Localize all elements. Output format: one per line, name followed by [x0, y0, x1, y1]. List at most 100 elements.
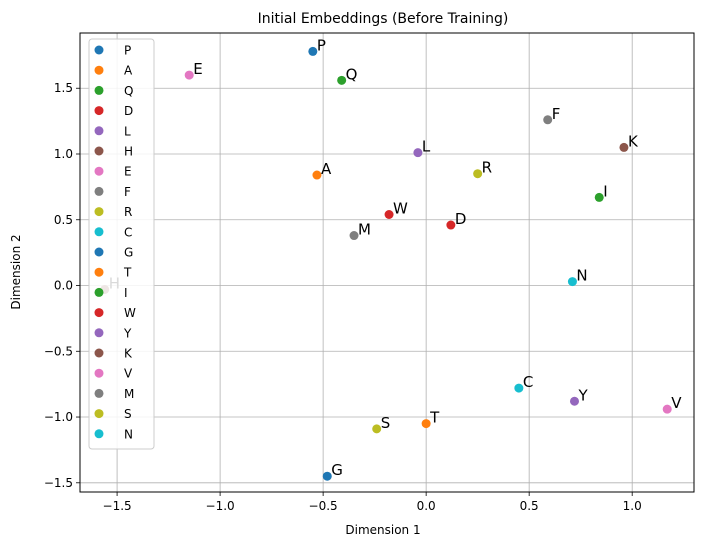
point-marker: [421, 419, 431, 429]
data-point-q: Q: [337, 65, 357, 85]
point-label: P: [317, 36, 326, 54]
legend-entry-n: N: [94, 427, 133, 441]
point-marker: [543, 115, 553, 125]
legend-marker: [94, 207, 104, 217]
legend-marker: [94, 65, 104, 75]
legend-marker: [94, 287, 104, 297]
x-tick-label: 0.0: [417, 499, 436, 513]
data-point-i: I: [594, 182, 608, 202]
data-point-r: R: [473, 159, 492, 179]
legend-label: F: [124, 185, 131, 199]
legend-marker: [94, 126, 104, 136]
data-point-t: T: [421, 409, 440, 429]
legend-entry-e: E: [94, 165, 132, 179]
point-label: L: [422, 138, 431, 156]
legend-label: C: [124, 225, 132, 239]
legend-label: D: [124, 104, 133, 118]
point-marker: [514, 383, 524, 393]
legend-marker: [94, 328, 104, 338]
point-label: E: [193, 60, 202, 78]
point-marker: [413, 148, 423, 158]
data-point-y: Y: [569, 386, 588, 406]
legend-entry-f: F: [94, 185, 131, 199]
data-point-f: F: [543, 105, 560, 125]
legend-marker: [94, 227, 104, 237]
data-point-c: C: [514, 373, 533, 393]
point-marker: [473, 169, 483, 179]
legend-entry-k: K: [94, 347, 133, 361]
legend-entry-m: M: [94, 387, 134, 401]
x-tick-label: 1.0: [623, 499, 642, 513]
x-tick-label: −1.5: [103, 499, 132, 513]
point-label: I: [603, 182, 607, 200]
x-tick-label: 0.5: [520, 499, 539, 513]
y-tick-label: 0.0: [54, 279, 73, 293]
legend-label: R: [124, 205, 132, 219]
legend-marker: [94, 166, 104, 176]
legend-entry-r: R: [94, 205, 132, 219]
data-point-n: N: [567, 267, 588, 287]
point-marker: [594, 192, 604, 202]
legend-marker: [94, 186, 104, 196]
data-point-v: V: [662, 394, 682, 414]
point-label: V: [671, 394, 682, 412]
x-axis-label: Dimension 1: [345, 523, 420, 537]
y-tick-label: −1.5: [44, 476, 73, 490]
legend-entry-h: H: [94, 145, 133, 159]
point-label: F: [552, 105, 561, 123]
legend-label: N: [124, 427, 133, 441]
legend-label: L: [124, 124, 131, 138]
legend-label: A: [124, 64, 133, 78]
chart-title: Initial Embeddings (Before Training): [258, 11, 509, 27]
legend-label: S: [124, 407, 132, 421]
legend-entry-t: T: [94, 266, 132, 280]
point-marker: [569, 396, 579, 406]
legend-marker: [94, 106, 104, 116]
legend-marker: [94, 348, 104, 358]
legend-entry-a: A: [94, 64, 133, 78]
point-label: G: [331, 461, 343, 479]
legend-marker: [94, 368, 104, 378]
x-tick-label: −0.5: [309, 499, 338, 513]
legend-marker: [94, 308, 104, 318]
legend-label: K: [124, 347, 133, 361]
point-label: Y: [577, 386, 588, 404]
legend-label: P: [124, 44, 131, 58]
point-label: Q: [346, 65, 358, 83]
legend-entry-i: I: [94, 286, 128, 300]
legend-label: I: [124, 286, 128, 300]
point-marker: [619, 142, 629, 152]
point-label: N: [576, 267, 587, 285]
point-label: T: [429, 409, 440, 427]
legend-entry-w: W: [94, 306, 136, 320]
legend-marker: [94, 146, 104, 156]
point-label: S: [381, 414, 391, 432]
point-marker: [567, 277, 577, 287]
data-point-k: K: [619, 132, 639, 152]
legend-label: M: [124, 387, 134, 401]
legend-marker: [94, 247, 104, 257]
legend-box: [88, 38, 155, 450]
data-point-l: L: [413, 138, 431, 158]
data-point-g: G: [322, 461, 343, 481]
point-marker: [372, 424, 382, 434]
legend-entry-l: L: [94, 124, 131, 138]
legend-label: E: [124, 165, 132, 179]
legend-marker: [94, 267, 104, 277]
point-label: W: [393, 199, 408, 217]
data-point-d: D: [446, 210, 466, 230]
point-marker: [662, 404, 672, 414]
legend-entry-g: G: [94, 246, 133, 260]
legend-entry-s: S: [94, 407, 132, 421]
point-marker: [312, 170, 322, 180]
y-axis-label: Dimension 2: [9, 234, 23, 309]
point-label: R: [482, 159, 492, 177]
point-marker: [384, 209, 394, 219]
data-point-w: W: [384, 199, 408, 219]
legend-label: Q: [124, 84, 133, 98]
point-marker: [446, 220, 456, 230]
plot-frame: [79, 32, 695, 493]
